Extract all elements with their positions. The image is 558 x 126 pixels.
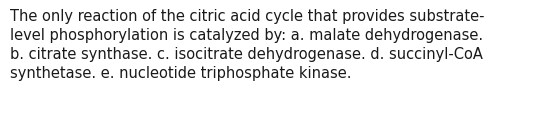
Text: The only reaction of the citric acid cycle that provides substrate-
level phosph: The only reaction of the citric acid cyc… (10, 9, 484, 81)
